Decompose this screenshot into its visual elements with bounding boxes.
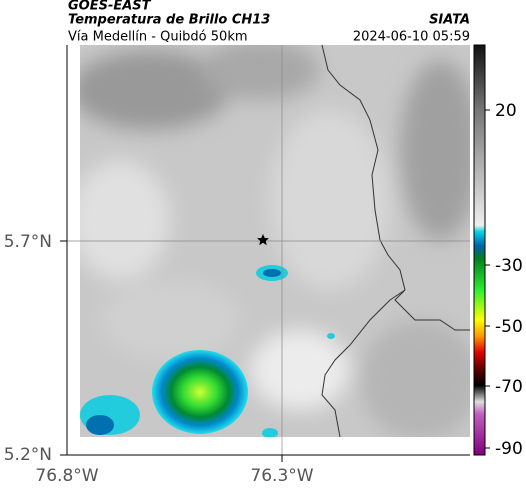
satellite-image <box>80 45 470 437</box>
subtitle: Temperatura de Brillo CH13 <box>68 13 270 28</box>
lat-label: 5.7°N <box>4 232 52 252</box>
title: GOES-EAST <box>68 0 152 14</box>
timestamp: 2024-06-10 05:59 <box>353 30 470 45</box>
lat-label: 5.2°N <box>4 445 52 465</box>
colorbar-label: 20 <box>495 101 517 121</box>
source: SIATA <box>429 13 470 28</box>
colorbar-label: -30 <box>495 256 523 276</box>
route: Vía Medellín - Quibdó 50km <box>68 30 248 45</box>
location-marker <box>257 234 269 246</box>
lon-label: 76.8°W <box>35 466 98 486</box>
colorbar-label: -50 <box>495 317 523 337</box>
colorbar-label: -90 <box>495 439 523 459</box>
colorbar-label: -70 <box>495 377 523 397</box>
colorbar <box>473 44 486 456</box>
colorbar-ticks <box>485 109 490 449</box>
lon-label: 76.3°W <box>250 466 313 486</box>
